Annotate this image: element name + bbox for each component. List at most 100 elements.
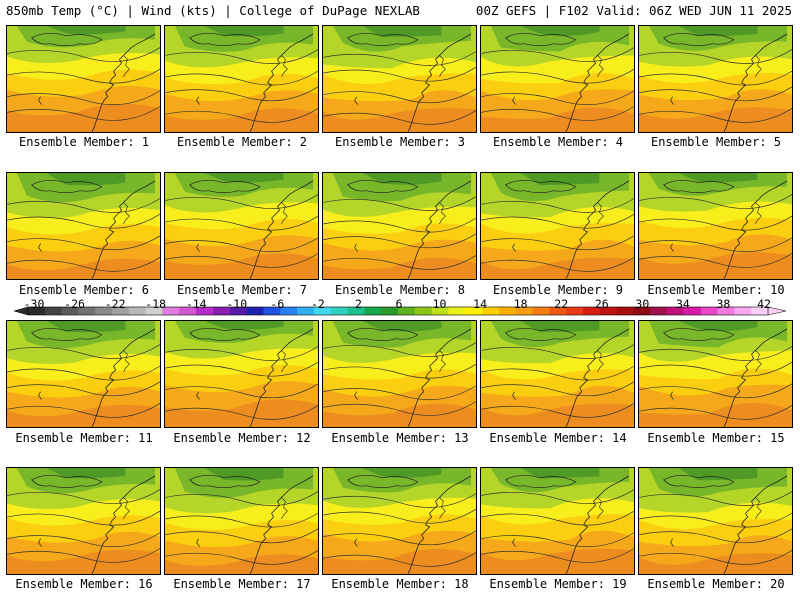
ensemble-member-label: Ensemble Member: 3 [334, 135, 466, 149]
ensemble-member-label: Ensemble Member: 2 [176, 135, 308, 149]
ensemble-member-map [480, 25, 635, 133]
ensemble-member-map [638, 172, 793, 280]
colorbar-swatch [297, 307, 315, 315]
colorbar-swatch [78, 307, 96, 315]
colorbar-swatch [313, 307, 332, 315]
ensemble-member-map [322, 172, 477, 280]
ensemble-member-label: Ensemble Member: 1 [18, 135, 150, 149]
ensemble-member-label: Ensemble Member: 11 [15, 431, 153, 445]
temperature-field [323, 26, 476, 132]
temperature-field [481, 26, 634, 132]
colorbar-swatch [549, 307, 567, 315]
ensemble-member-label: Ensemble Member: 12 [173, 431, 311, 445]
ensemble-member-label: Ensemble Member: 4 [492, 135, 624, 149]
temperature-field [7, 321, 160, 427]
colorbar-swatch [616, 307, 634, 315]
colorbar-swatch [414, 307, 432, 315]
temperature-field [7, 468, 160, 574]
ensemble-member-map [638, 25, 793, 133]
ensemble-member-map [480, 172, 635, 280]
ensemble-member-label: Ensemble Member: 10 [647, 283, 785, 297]
colorbar-swatch [61, 307, 79, 315]
temperature-field [7, 26, 160, 132]
ensemble-member-map [164, 172, 319, 280]
colorbar-swatch [347, 307, 365, 315]
temperature-field [323, 468, 476, 574]
colorbar-swatch [179, 307, 197, 315]
colorbar-swatch [95, 307, 113, 315]
colorbar-swatch [196, 307, 214, 315]
ensemble-member-map [6, 467, 161, 575]
temperature-field [639, 321, 792, 427]
colorbar-swatch [128, 307, 147, 315]
temperature-field [481, 173, 634, 279]
ensemble-member-map [6, 172, 161, 280]
ensemble-member-map [480, 467, 635, 575]
colorbar-tick-label: 18 [513, 297, 528, 311]
ensemble-member-label: Ensemble Member: 6 [18, 283, 150, 297]
ensemble-member-map [322, 25, 477, 133]
ensemble-member-label: Ensemble Member: 14 [489, 431, 627, 445]
ensemble-member-label: Ensemble Member: 15 [647, 431, 785, 445]
colorbar-swatch [44, 307, 62, 315]
colorbar-swatch [145, 307, 163, 315]
temperature-field [165, 26, 318, 132]
colorbar-swatch [246, 307, 264, 315]
colorbar-swatch [683, 307, 702, 315]
valid-time: 00Z GEFS | F102 Valid: 06Z WED JUN 11 20… [475, 3, 792, 18]
colorbar-swatch [498, 307, 517, 315]
ensemble-member-label: Ensemble Member: 17 [173, 577, 311, 591]
colorbar-swatch [112, 307, 130, 315]
ensemble-member-label: Ensemble Member: 16 [15, 577, 153, 591]
colorbar-swatch [280, 307, 298, 315]
temperature-field [639, 173, 792, 279]
colorbar-swatch [532, 307, 550, 315]
colorbar-swatch [330, 307, 348, 315]
colorbar-tick-label: 6 [395, 297, 403, 311]
colorbar-tick-label: -10 [226, 297, 248, 311]
ensemble-member-map [480, 320, 635, 428]
colorbar-tick-label: 10 [432, 297, 447, 311]
colorbar-tick-label: -6 [270, 297, 285, 311]
colorbar-swatch [162, 307, 180, 315]
colorbar-swatch [28, 307, 46, 315]
temperature-field [323, 321, 476, 427]
temperature-field [481, 321, 634, 427]
colorbar-tick-label: 26 [594, 297, 609, 311]
colorbar-swatch [717, 307, 735, 315]
temperature-field [639, 26, 792, 132]
ensemble-member-label: Ensemble Member: 19 [489, 577, 627, 591]
ensemble-member-label: Ensemble Member: 18 [331, 577, 469, 591]
colorbar-swatch [734, 307, 752, 315]
chart-title: 850mb Temp (°C) | Wind (kts) | College o… [6, 3, 420, 18]
colorbar-swatch [599, 307, 617, 315]
colorbar-swatch [213, 307, 231, 315]
temperature-field [481, 468, 634, 574]
ensemble-member-label: Ensemble Member: 20 [647, 577, 785, 591]
temperature-field [323, 173, 476, 279]
ensemble-member-label: Ensemble Member: 5 [650, 135, 782, 149]
ensemble-member-map [164, 320, 319, 428]
colorbar-swatch [364, 307, 382, 315]
colorbar-swatch [465, 307, 483, 315]
temperature-field [639, 468, 792, 574]
colorbar-tick-label: 34 [675, 297, 690, 311]
colorbar-tick-label: -22 [104, 297, 126, 311]
ensemble-member-map [164, 467, 319, 575]
ensemble-member-map [6, 25, 161, 133]
colorbar-swatch [448, 307, 466, 315]
ensemble-member-map [638, 320, 793, 428]
colorbar-swatch [431, 307, 449, 315]
ensemble-member-label: Ensemble Member: 7 [176, 283, 308, 297]
colorbar-tick-label: -14 [185, 297, 207, 311]
colorbar-tick-label: 22 [554, 297, 569, 311]
colorbar-swatch [482, 307, 500, 315]
temperature-field [165, 468, 318, 574]
ensemble-member-label: Ensemble Member: 13 [331, 431, 469, 445]
colorbar-tick-label: 14 [473, 297, 488, 311]
colorbar-swatch [566, 307, 584, 315]
ensemble-member-label: Ensemble Member: 9 [492, 283, 624, 297]
ensemble-member-map [322, 320, 477, 428]
colorbar-swatch [515, 307, 533, 315]
colorbar-tick-label: 30 [635, 297, 650, 311]
